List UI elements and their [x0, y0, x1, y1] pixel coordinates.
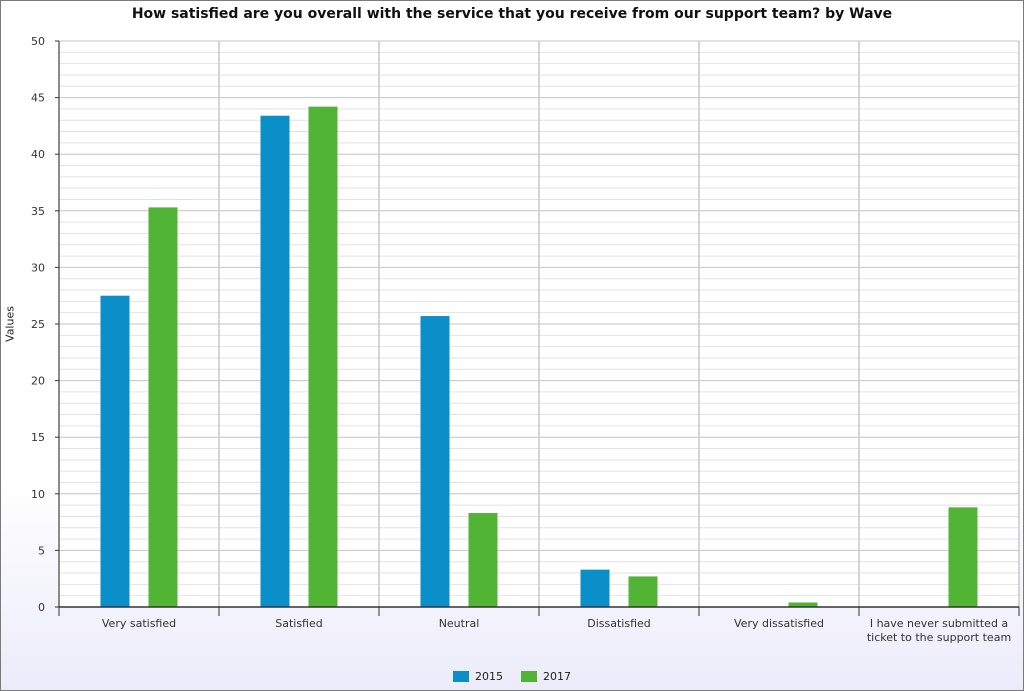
y-tick-label: 10: [31, 488, 45, 501]
bar-2015-3: [580, 569, 610, 607]
x-tick-label-line: Satisfied: [275, 617, 323, 630]
legend-swatch-2015: [453, 671, 469, 682]
y-tick-label: 25: [31, 318, 45, 331]
y-tick-label: 15: [31, 431, 45, 444]
x-tick-label: Very dissatisfied: [734, 617, 824, 630]
bar-2017-5: [948, 507, 978, 607]
bar-2015-0: [100, 295, 130, 607]
bar-2017-4: [788, 602, 818, 607]
legend: 2015 2017: [0, 670, 1024, 683]
bar-2017-3: [628, 576, 658, 607]
bar-2015-1: [260, 115, 290, 607]
y-tick-label: 5: [38, 544, 45, 557]
bar-2017-0: [148, 207, 178, 608]
y-tick-label: 40: [31, 148, 45, 161]
x-tick-label-line: Dissatisfied: [587, 617, 651, 630]
x-tick-label: Neutral: [439, 617, 480, 630]
bar-2017-2: [468, 513, 498, 607]
y-tick-label: 50: [31, 35, 45, 48]
x-tick-label: Satisfied: [275, 617, 323, 630]
x-tick-label: Very satisfied: [102, 617, 176, 630]
x-tick-label-line: I have never submitted a: [870, 617, 1008, 630]
legend-item-2015[interactable]: 2015: [453, 670, 503, 683]
x-tick-label-line: ticket to the support team: [867, 631, 1011, 644]
x-tick-label-line: Very satisfied: [102, 617, 176, 630]
chart-title: How satisfied are you overall with the s…: [131, 6, 893, 22]
y-tick-label: 0: [38, 601, 45, 614]
x-tick-label-line: Very dissatisfied: [734, 617, 824, 630]
legend-swatch-2017: [521, 671, 537, 682]
legend-item-2017[interactable]: 2017: [521, 670, 571, 683]
bar-2017-1: [308, 106, 338, 607]
x-tick-label: I have never submitted a ticket to the su…: [867, 617, 1011, 644]
legend-label-2017: 2017: [543, 670, 571, 683]
bar-2015-2: [420, 316, 450, 607]
y-tick-label: 45: [31, 92, 45, 105]
y-tick-label: 30: [31, 261, 45, 274]
x-tick-label-line: Neutral: [439, 617, 480, 630]
x-tick-label: Dissatisfied: [587, 617, 651, 630]
y-tick-label: 35: [31, 205, 45, 218]
y-tick-label: 20: [31, 375, 45, 388]
legend-label-2015: 2015: [475, 670, 503, 683]
